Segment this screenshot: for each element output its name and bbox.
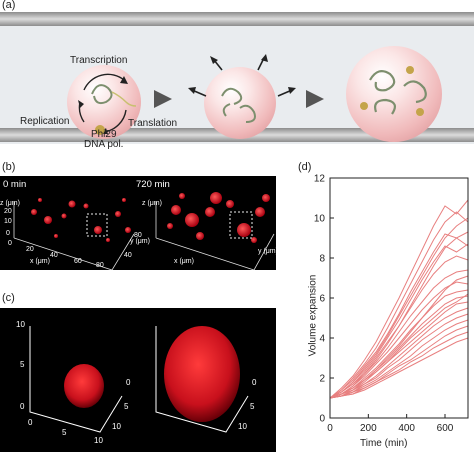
expansion-arrow-icon bbox=[191, 57, 293, 97]
b-left-axes bbox=[13, 202, 135, 270]
b-x-axis-label: x (μm) bbox=[30, 258, 50, 265]
b-z-tick-20: 20 bbox=[4, 208, 12, 215]
b-y-tick-80: 80 bbox=[134, 232, 142, 239]
c-x-tick-5: 5 bbox=[62, 428, 67, 437]
transcription-label: Transcription bbox=[70, 55, 128, 66]
time-end-label: 720 min bbox=[136, 179, 170, 190]
b-z-axis-label: z (μm) bbox=[0, 200, 20, 207]
volume-expansion-chart: 0 2 4 6 8 10 12 0 200 400 600 bbox=[314, 174, 469, 434]
polymerase-icon bbox=[406, 66, 414, 74]
step-arrow-icon bbox=[154, 90, 172, 108]
b2-y-axis-label: y (μm) bbox=[258, 248, 278, 255]
c-y-tick-0: 0 bbox=[126, 378, 131, 387]
series-line-16 bbox=[329, 337, 469, 399]
replication-label: Replication bbox=[20, 116, 70, 127]
panel-d-label: (d) bbox=[298, 161, 312, 173]
c-z-tick-10: 10 bbox=[16, 320, 25, 329]
panel-a-diagram bbox=[0, 12, 474, 144]
b2-z-axis-label: z (μm) bbox=[142, 200, 162, 207]
c-y-tick-10: 10 bbox=[112, 422, 121, 431]
panel-c-image: 0 5 10 0 5 10 0 5 10 0 5 10 bbox=[0, 308, 276, 452]
c-y-tick-5: 5 bbox=[124, 402, 129, 411]
b-left-selection bbox=[86, 213, 108, 237]
series-line-14 bbox=[329, 325, 469, 399]
series-line-17 bbox=[329, 237, 469, 399]
b-left-vesicles bbox=[31, 198, 131, 242]
arrow-head-icon bbox=[188, 87, 196, 94]
step-arrow-icon bbox=[306, 90, 324, 108]
arrow-head-icon bbox=[288, 87, 296, 94]
polymerase-label: Phi29 DNA pol. bbox=[84, 129, 124, 150]
x-tick-label: 400 bbox=[398, 423, 415, 434]
vesicle-720min bbox=[164, 326, 240, 422]
y-tick-label: 0 bbox=[319, 414, 325, 425]
arrow-head-icon bbox=[261, 54, 268, 62]
b-right-axes bbox=[155, 202, 275, 270]
arrow-head-icon bbox=[78, 100, 84, 108]
x-tick-label: 200 bbox=[360, 423, 377, 434]
y-tick-label: 8 bbox=[319, 254, 325, 265]
c-x-tick-0: 0 bbox=[28, 418, 33, 427]
translation-label: Translation bbox=[128, 118, 178, 129]
panel-a: (a) Transcription Replication Translatio… bbox=[0, 0, 474, 152]
y-tick-label: 12 bbox=[314, 174, 326, 185]
polymerase-icon bbox=[416, 108, 424, 116]
vesicle-medium bbox=[204, 67, 276, 139]
b-x-tick-20: 20 bbox=[26, 246, 34, 253]
top-bar bbox=[0, 12, 474, 26]
x-tick-label: 600 bbox=[437, 423, 454, 434]
panel-c-label: (c) bbox=[2, 292, 15, 304]
c2-y-tick-5: 5 bbox=[250, 402, 255, 411]
dna-strand-icon bbox=[221, 87, 256, 123]
vesicle-large bbox=[346, 46, 442, 142]
panel-c-volumes bbox=[29, 326, 249, 433]
series-line-4 bbox=[329, 243, 469, 399]
vesicle-0min bbox=[64, 364, 104, 408]
b-y-axis-label: y (μm) bbox=[130, 238, 150, 245]
arrow-head-icon bbox=[120, 76, 128, 84]
b-x-tick-0: 0 bbox=[8, 240, 12, 247]
b-y-tick-40: 40 bbox=[124, 252, 132, 259]
polymerase-icon bbox=[360, 102, 368, 110]
b-z-tick-10: 10 bbox=[4, 218, 12, 225]
series-line-3 bbox=[329, 231, 469, 399]
y-tick-label: 10 bbox=[314, 214, 326, 225]
arrow-head-icon bbox=[210, 56, 218, 64]
panel-b-volumes bbox=[13, 192, 275, 270]
chart-ylabel: Volume expansion bbox=[307, 274, 319, 357]
b-z-tick-0: 0 bbox=[6, 230, 10, 237]
c-x-tick-10: 10 bbox=[94, 436, 103, 445]
c-right-axes bbox=[155, 326, 249, 433]
panel-b-label: (b) bbox=[2, 161, 16, 173]
panel-a-label: (a) bbox=[2, 0, 16, 11]
x-tick-label: 0 bbox=[327, 423, 333, 434]
b-x-tick-80: 80 bbox=[96, 262, 104, 269]
y-tick-label: 4 bbox=[319, 334, 325, 345]
series-line-20 bbox=[329, 293, 469, 399]
c-z-tick-0: 0 bbox=[20, 402, 25, 411]
panel-b-image: 0 min 720 min z (μm) 0 10 20 0 20 40 60 … bbox=[0, 176, 278, 270]
series-line-18 bbox=[329, 217, 469, 399]
series-line-19 bbox=[329, 275, 469, 399]
dna-strand-icon bbox=[91, 84, 113, 105]
mrna-icon bbox=[111, 91, 137, 107]
polymerase-icon bbox=[95, 125, 105, 135]
chart-xlabel: Time (min) bbox=[360, 438, 408, 449]
series-line-2 bbox=[329, 211, 469, 399]
c-left-axes bbox=[29, 326, 123, 433]
c-z-tick-5: 5 bbox=[20, 360, 25, 369]
b-right-vesicles bbox=[167, 192, 270, 243]
y-tick-label: 2 bbox=[319, 374, 325, 385]
series-line-1 bbox=[329, 199, 469, 399]
b2-x-axis-label: x (μm) bbox=[174, 258, 194, 265]
c2-y-tick-0: 0 bbox=[252, 378, 257, 387]
dna-strand-icon bbox=[369, 69, 427, 115]
b-x-tick-40: 40 bbox=[50, 252, 58, 259]
c2-y-tick-10: 10 bbox=[238, 422, 247, 431]
time-start-label: 0 min bbox=[3, 179, 27, 190]
b-x-tick-60: 60 bbox=[74, 258, 82, 265]
series-line-6 bbox=[329, 269, 469, 399]
y-tick-label: 6 bbox=[319, 294, 325, 305]
